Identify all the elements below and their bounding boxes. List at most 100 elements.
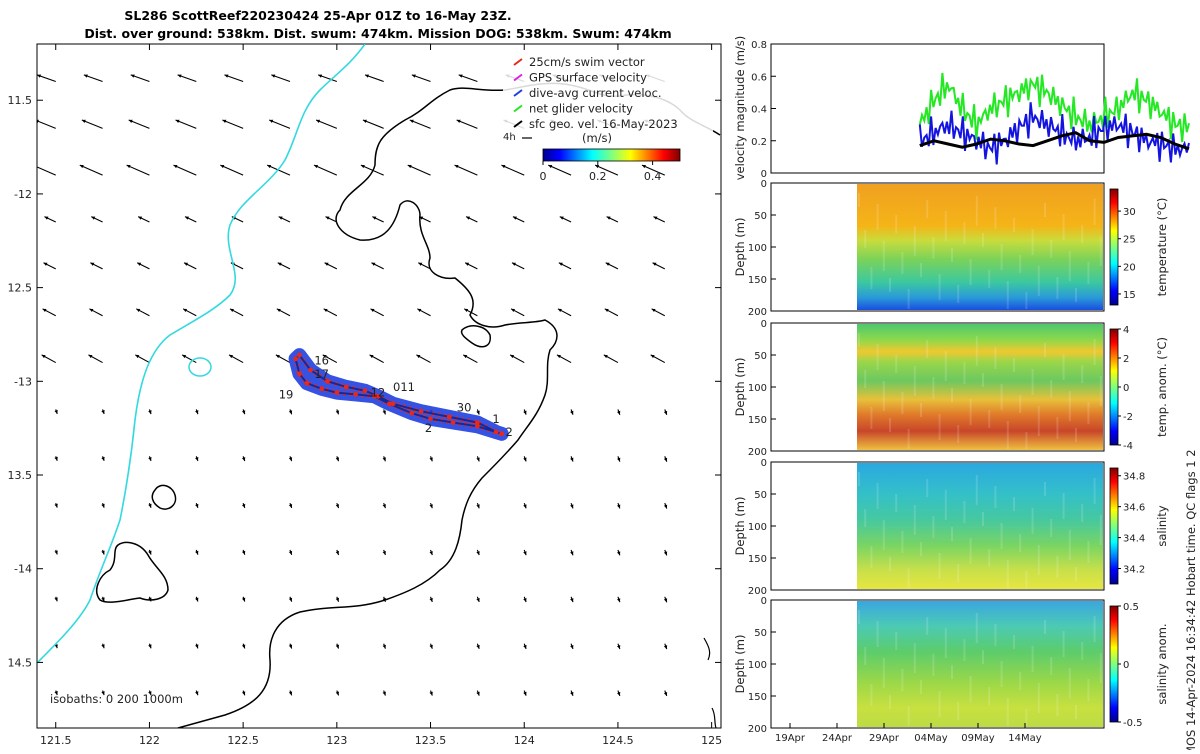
sfc-vel-arrow <box>315 119 338 129</box>
colorbar-tick-label: 0 <box>1123 660 1129 671</box>
sfc-vel-arrowhead <box>604 308 609 313</box>
sfc-vel-arrowhead <box>511 308 516 313</box>
sfc-vel-arrowhead <box>222 119 227 123</box>
sfc-vel-arrowhead <box>43 262 48 266</box>
colorbar-tick-label: 0 <box>1123 383 1129 394</box>
sfc-vel-arrowhead <box>653 216 658 220</box>
sfc-vel-arrowhead <box>663 551 668 556</box>
track-point <box>474 420 480 425</box>
colorbar-tick-label: 34.6 <box>1123 503 1145 514</box>
sfc-vel-arrowhead <box>79 164 84 169</box>
sfc-vel-arrowhead <box>382 457 386 462</box>
legend-swatch <box>513 58 523 66</box>
sfc-vel-arrowhead <box>411 74 416 78</box>
sfc-vel-arrowhead <box>476 644 480 649</box>
sfc-vel-arrowhead <box>195 457 199 461</box>
map-ytick-label: -14 <box>14 563 32 576</box>
track-day-label: 011 <box>393 380 415 394</box>
sfc-vel-arrowhead <box>241 503 246 508</box>
sfc-vel-arrow <box>594 164 619 176</box>
sfc-vel-arrowhead <box>650 354 655 359</box>
velocity-series <box>918 72 1190 165</box>
sfc-vel-arrowhead <box>195 550 199 555</box>
colorbar-tick-label: 34.8 <box>1123 472 1145 483</box>
velocity-axes-box <box>770 43 1105 174</box>
sfc-vel-arrowhead <box>177 74 182 78</box>
sfc-vel-arrowhead <box>606 216 611 220</box>
track-day-label: 2 <box>425 421 432 435</box>
speed-colorbar-ticks: 0 0.2 0.4 <box>540 161 661 183</box>
sfc-vel-arrowhead <box>512 216 517 220</box>
track-point <box>319 386 325 392</box>
sfc-vel-arrowhead <box>229 308 234 313</box>
legend-background <box>503 52 713 138</box>
colorbar-units: (m/s) <box>582 131 612 145</box>
sfc-vel-arrowhead <box>651 308 656 313</box>
sfc-vel-arrowhead <box>416 354 421 359</box>
depth-tick-label: 200 <box>748 724 767 735</box>
sfc-vel-arrowhead <box>173 164 178 169</box>
depth-tick-label: 150 <box>748 275 767 286</box>
sfc-vel-arrowhead <box>617 410 621 415</box>
sfc-vel-arrowhead <box>523 644 527 649</box>
depth-tick-label: 200 <box>748 586 767 597</box>
track-point <box>375 393 381 399</box>
sfc-vel-arrowhead <box>501 164 506 169</box>
sfc-vel-arrowhead <box>641 164 646 169</box>
legend-swatch <box>513 89 523 97</box>
depth-tick-label: 50 <box>754 351 767 362</box>
legend-entries: 25cm/s swim vector GPS surface velocitydi… <box>513 55 678 131</box>
sfc-vel-arrowhead <box>101 644 105 649</box>
sfc-vel-arrowhead <box>523 691 527 696</box>
velocity-ytick-label: 0 <box>761 169 767 180</box>
sfc-vel-arrowhead <box>382 410 386 415</box>
sfc-vel-arrowhead <box>429 457 433 462</box>
sfc-vel-arrowhead <box>83 74 88 78</box>
colorbar-tick-label: 34.4 <box>1123 534 1145 545</box>
sfc-vel-arrowhead <box>558 262 563 266</box>
sfc-vel-arrowhead <box>101 597 105 602</box>
track-point <box>409 410 415 416</box>
sfc-vel-arrowhead <box>335 457 340 462</box>
depth-tick-label: 150 <box>748 554 767 565</box>
legend-swatch <box>513 120 523 128</box>
isobath-note: isobaths: 0 200 1000m <box>50 692 183 706</box>
sfc-vel-arrowhead <box>90 262 95 266</box>
sfc-vel-arrowhead <box>288 504 293 508</box>
sfc-vel-arrowhead <box>241 410 246 415</box>
depth-tick-label: 200 <box>748 307 767 318</box>
colorbar-tick-label: -4 <box>1123 441 1133 452</box>
sfc-vel-arrowhead <box>148 503 152 508</box>
sfc-vel-arrow <box>220 164 244 176</box>
sfc-vel-arrow <box>37 166 56 176</box>
sfc-vel-arrowhead <box>382 550 386 555</box>
sfc-vel-arrowhead <box>224 74 229 78</box>
track-day-label: 30 <box>457 401 472 415</box>
map-ytick-label: 13.5 <box>8 469 33 482</box>
sfc-vel-arrowhead <box>454 164 459 169</box>
map-xtick-label: 124.5 <box>602 734 634 747</box>
sfc-vel-arrowhead <box>369 354 374 359</box>
sfc-vel-arrow <box>128 119 150 129</box>
velocity-ticks: 0 0.2 0.4 0.6 0.8 <box>751 40 776 180</box>
sfc-vel-arrowhead <box>603 354 608 359</box>
legend-label: 25cm/s swim vector <box>529 55 645 69</box>
depth-tick-label: 150 <box>748 692 767 703</box>
date-tick-label: 14May <box>1008 733 1041 744</box>
map-ytick-label: -12 <box>14 188 32 201</box>
velocity-ytick-label: 0.8 <box>751 40 767 51</box>
sfc-vel-arrowhead <box>136 308 141 313</box>
sfc-vel-arrowhead <box>523 598 527 603</box>
track-point <box>418 408 424 414</box>
depth-tick-label: 100 <box>748 243 767 254</box>
velocity-ytick-label: 0.6 <box>751 72 767 83</box>
sfc-vel-arrowhead <box>382 504 386 509</box>
track-point <box>446 414 452 420</box>
track-point <box>296 371 302 377</box>
sfc-vel-arrowhead <box>510 354 515 359</box>
sfc-vel-arrow <box>409 119 431 129</box>
track-point <box>296 352 302 358</box>
sfc-vel-arrowhead <box>314 164 319 169</box>
